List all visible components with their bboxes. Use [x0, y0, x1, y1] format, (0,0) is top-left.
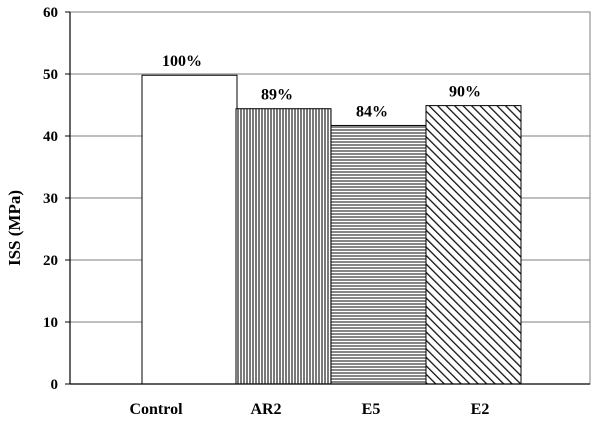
- bar-e5: [330, 124, 427, 385]
- y-tick-label: 60: [43, 5, 58, 21]
- y-tick-labels: 0 10 20 30 40 50 60: [43, 5, 58, 393]
- y-tick-label: 10: [43, 315, 58, 331]
- data-label: 100%: [162, 53, 202, 70]
- x-tick-label: E5: [362, 401, 381, 418]
- bars: [141, 74, 522, 385]
- data-label: 84%: [356, 103, 388, 120]
- data-label: 89%: [261, 87, 293, 104]
- x-tick-label: E2: [471, 401, 490, 418]
- y-tick-label: 40: [43, 129, 58, 145]
- y-tick-label: 0: [51, 377, 59, 393]
- x-tick-labels: Control AR2 E5 E2: [129, 401, 489, 418]
- y-tick-label: 20: [43, 253, 58, 269]
- bar-e2: [425, 105, 522, 385]
- bar-ar2: [235, 108, 332, 385]
- y-axis-label: ISS (MPa): [5, 190, 24, 266]
- axes: [65, 11, 591, 385]
- data-labels: 100% 89% 84% 90%: [162, 53, 481, 120]
- y-tick-label: 50: [43, 67, 58, 83]
- y-tick-label: 30: [43, 191, 58, 207]
- bar-control: [141, 74, 238, 385]
- data-label: 90%: [449, 84, 481, 101]
- x-tick-label: AR2: [250, 401, 281, 418]
- x-tick-label: Control: [129, 401, 183, 418]
